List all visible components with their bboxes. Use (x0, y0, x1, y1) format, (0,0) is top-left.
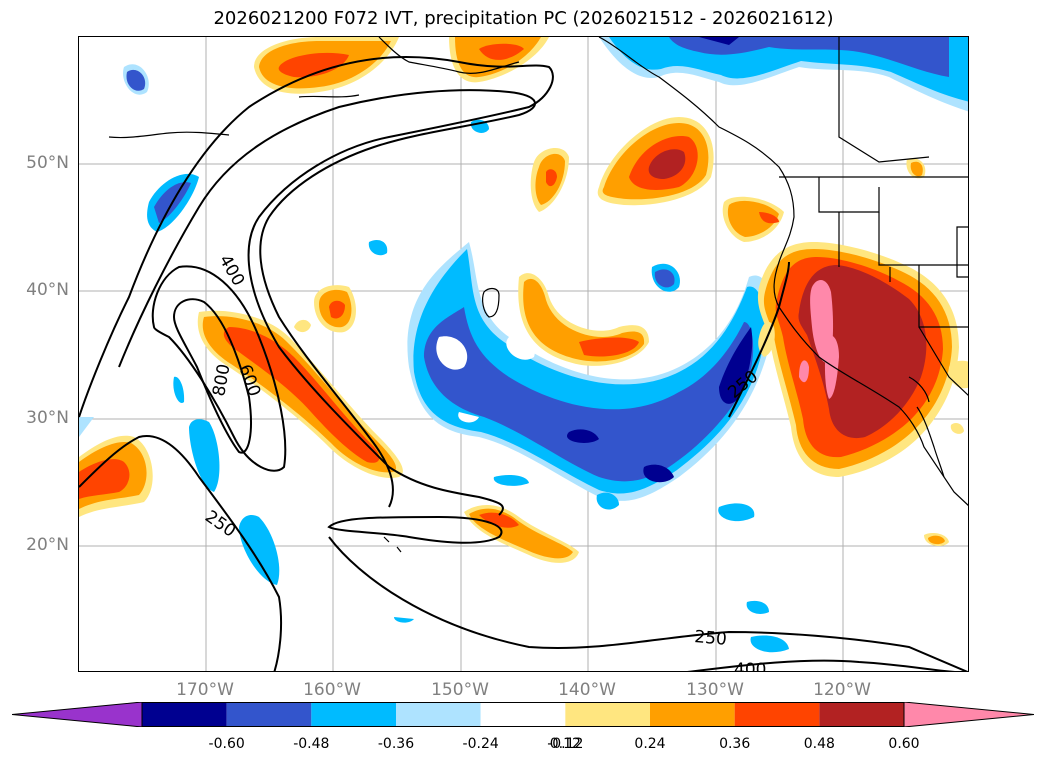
colorbar-tick-label: -0.36 (377, 736, 415, 752)
colorbar-tick-label: -0.60 (208, 736, 245, 752)
map-plot-area: 400 600 800 250 250 250 400 (78, 36, 969, 672)
colorbar-tick-label: 0.24 (634, 736, 666, 752)
contour-label: 400 (734, 660, 766, 672)
coastlines (108, 37, 968, 553)
colorbar-segment (480, 702, 566, 727)
lon-label: 130°W (686, 680, 744, 700)
colorbar-segment (142, 702, 227, 727)
contour-label: 250 (694, 627, 728, 650)
lon-label: 160°W (303, 680, 361, 700)
lon-label: 150°W (431, 680, 489, 700)
colorbar-segment (650, 702, 735, 727)
colorbar-tick-label: -0.24 (462, 736, 499, 752)
colorbar (12, 702, 1034, 727)
colorbar-segment (226, 702, 312, 727)
colorbar-frame (141, 702, 905, 727)
colorbar-tick-label: -0.48 (293, 736, 330, 752)
lat-label: 30°N (26, 408, 69, 428)
colorbar-tick-label: 0.36 (719, 736, 751, 752)
precip-negative-fill (79, 37, 968, 653)
colorbar-tick-label: 0.60 (888, 736, 920, 752)
map-canvas: 400 600 800 250 250 250 400 (79, 37, 968, 672)
colorbar-tick-label: 0.12 (549, 736, 581, 752)
lon-label: 140°W (558, 680, 616, 700)
contour-label: 800 (209, 362, 234, 397)
lat-label: 40°N (26, 280, 69, 300)
lon-label: 170°W (176, 680, 234, 700)
colorbar-segment (565, 702, 650, 727)
lon-label: 120°W (813, 680, 871, 700)
colorbar-extend-min (12, 702, 143, 727)
colorbar-tick-label: 0.48 (803, 736, 835, 752)
colorbar-tick-label: -0.12 (547, 736, 584, 752)
colorbar-segment (311, 702, 396, 727)
lat-label: 20°N (26, 535, 69, 555)
colorbar-extend-max (903, 702, 1034, 727)
ivt-contours (79, 56, 968, 671)
colorbar-segment (396, 702, 481, 727)
lat-label: 50°N (26, 153, 69, 173)
contour-label: 400 (215, 252, 249, 290)
colorbar-segment (734, 702, 820, 727)
colorbar-segment (819, 702, 904, 727)
contour-label: 250 (201, 507, 239, 542)
map-title: 2026021200 F072 IVT, precipitation PC (2… (213, 8, 834, 29)
